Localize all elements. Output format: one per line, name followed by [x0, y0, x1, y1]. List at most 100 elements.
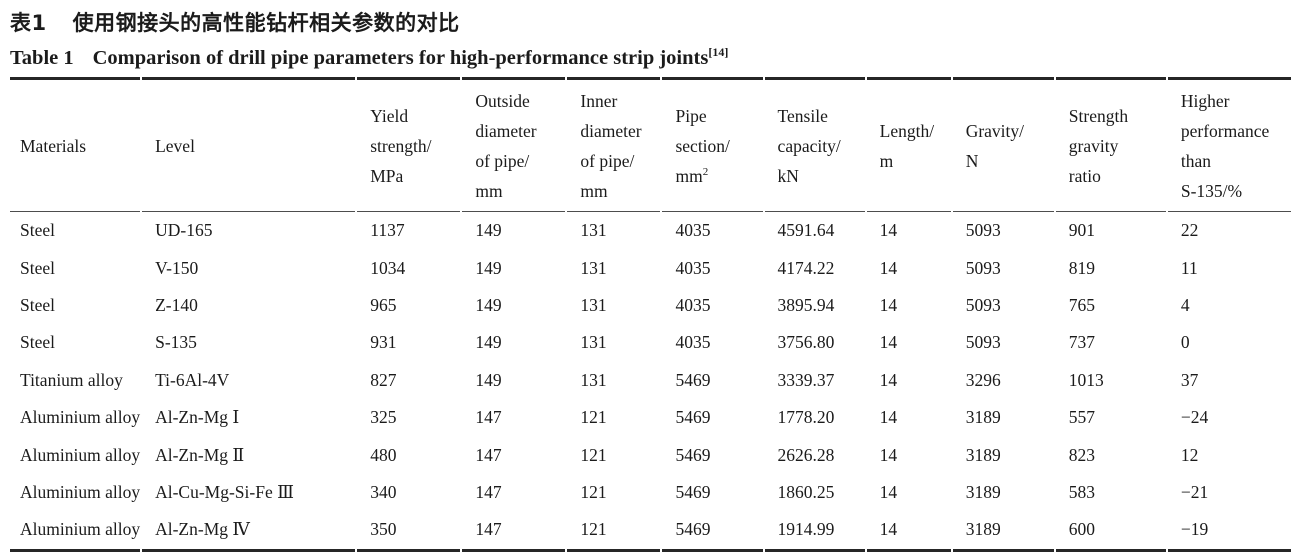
cell-strength-gravity-ratio: 823 [1068, 444, 1096, 465]
cell-materials: Steel [20, 332, 55, 353]
table-header: Materials Level Yield strength/MPa Outside di… [10, 77, 1291, 212]
cell-gravity: 5093 [965, 332, 1001, 353]
cell-yield-strength: 350 [357, 511, 461, 552]
cell-outside-diameter: 147 [475, 481, 502, 502]
cell-length: 14 [879, 294, 898, 315]
cell-length: 14 [879, 257, 898, 278]
table-row: Aluminium alloy Al-Zn-Mg Ⅳ 350 147 121 5469 19… [10, 511, 1291, 552]
citation-superscript: [14] [708, 45, 729, 60]
cell-pipe-section: 4035 [675, 294, 711, 315]
cell-materials: Aluminium alloy [20, 407, 141, 428]
table-title-cn-text: 使用钢接头的高性能钻杆相关参数的对比 [72, 11, 460, 35]
cell-pipe-section: 5469 [675, 369, 711, 390]
cell-inner-diameter: 131 [580, 332, 607, 353]
cell-yield-strength: 340 [370, 481, 397, 502]
cell-tensile-capacity: 3895.94 [777, 294, 835, 315]
table-title-english: Table 1 Comparison of drill pipe paramete… [10, 45, 1293, 70]
cell-strength-gravity-ratio: 737 [1068, 332, 1096, 353]
cell-level: Al-Cu-Mg-Si-Fe Ⅲ [155, 481, 294, 502]
header-line: Yield [370, 105, 409, 126]
cell-outside-diameter: 147 [475, 444, 502, 465]
header-line: Materials [20, 135, 87, 156]
header-line: Inner [580, 90, 618, 111]
cell-tensile-capacity: 1860.25 [777, 481, 835, 502]
cell-pipe-section: 4035 [675, 332, 711, 353]
header-line: diameter [475, 120, 537, 141]
header-line: Gravity/ [965, 120, 1025, 141]
cell-inner-diameter: 121 [580, 407, 607, 428]
cell-materials: Steel [20, 294, 55, 315]
cell-tensile-capacity: 3756.80 [777, 332, 835, 353]
header-line: Pipe [675, 105, 707, 126]
table-title-en-text: Comparison of drill pipe parameters for … [92, 47, 709, 69]
cell-strength-gravity-ratio: 765 [1068, 294, 1096, 315]
cell-tensile-capacity: 4591.64 [777, 220, 835, 241]
cell-higher-performance: −24 [1180, 407, 1209, 428]
header-line: kN [777, 165, 799, 186]
header-line: Tensile [777, 105, 828, 126]
cell-yield-strength: 965 [370, 294, 397, 315]
col-header-inner-diameter: Inner diameter of pipe/mm [567, 77, 661, 212]
col-header-strength-gravity-ratio: Strength gravity ratio [1055, 77, 1166, 212]
table-row: Steel S-135 931 149 131 4035 3756.80 14 5093 737 0 [10, 324, 1291, 361]
cell-inner-diameter: 131 [580, 220, 607, 241]
cell-level: S-135 [155, 332, 197, 353]
cell-gravity: 5093 [965, 220, 1001, 241]
cell-tensile-capacity: 4174.22 [777, 257, 835, 278]
table-title-chinese: 表1 使用钢接头的高性能钻杆相关参数的对比 [10, 7, 1293, 37]
cell-strength-gravity-ratio: 819 [1068, 257, 1096, 278]
table-row: Aluminium alloy Al-Zn-Mg Ⅱ 480 147 121 5469 26… [10, 436, 1291, 473]
header-line: of pipe/ [475, 150, 530, 171]
cell-yield-strength: 1137 [370, 220, 405, 241]
cell-gravity: 3296 [965, 369, 1001, 390]
header-line: Higher [1180, 90, 1230, 111]
col-header-materials: Materials [10, 77, 141, 212]
cell-level: Z-140 [155, 294, 198, 315]
cell-strength-gravity-ratio: 600 [1055, 511, 1166, 552]
cell-inner-diameter: 121 [580, 481, 607, 502]
cell-yield-strength: 931 [370, 332, 397, 353]
col-header-yield-strength: Yield strength/MPa [357, 77, 461, 212]
col-header-outside-diameter: Outside diameter of pipe/mm [462, 77, 566, 212]
table-body: Steel UD-165 1137 149 131 4035 4591.64 14 5093 90… [10, 212, 1291, 552]
header-line: gravity [1068, 135, 1119, 156]
cell-higher-performance: 37 [1180, 369, 1199, 390]
table-row: Steel Z-140 965 149 131 4035 3895.94 14 5093 765 4 [10, 287, 1291, 324]
cell-gravity: 3189 [965, 444, 1001, 465]
cell-higher-performance: −21 [1180, 481, 1209, 502]
cell-length: 14 [879, 444, 898, 465]
cell-gravity: 3189 [952, 511, 1054, 552]
cell-strength-gravity-ratio: 901 [1068, 220, 1096, 241]
header-line: Level [155, 135, 195, 156]
cell-gravity: 5093 [965, 257, 1001, 278]
table-number-en: Table 1 [10, 47, 74, 69]
header-line: mm2 [675, 161, 762, 191]
col-header-tensile-capacity: Tensile capacity/kN [764, 77, 865, 212]
cell-pipe-section: 5469 [662, 511, 763, 552]
cell-level: UD-165 [155, 220, 213, 241]
header-line: diameter [580, 120, 642, 141]
cell-outside-diameter: 149 [475, 220, 502, 241]
header-line: Outside [475, 90, 530, 111]
cell-materials: Titanium alloy [20, 369, 123, 390]
header-line: than [1180, 150, 1211, 171]
header-line: of pipe/ [580, 150, 635, 171]
cell-strength-gravity-ratio: 1013 [1068, 369, 1104, 390]
cell-tensile-capacity: 1778.20 [777, 407, 835, 428]
cell-level: Ti-6Al-4V [155, 369, 230, 390]
cell-higher-performance: 11 [1180, 257, 1198, 278]
cell-level: Al-Zn-Mg Ⅳ [142, 511, 356, 552]
header-line: MPa [370, 165, 404, 186]
cell-materials: Aluminium alloy [20, 444, 141, 465]
cell-pipe-section: 5469 [675, 444, 711, 465]
cell-length: 14 [879, 407, 898, 428]
cell-yield-strength: 1034 [370, 257, 406, 278]
cell-gravity: 5093 [965, 294, 1001, 315]
cell-length: 14 [879, 332, 898, 353]
cell-yield-strength: 827 [370, 369, 397, 390]
cell-gravity: 3189 [965, 407, 1001, 428]
cell-tensile-capacity: 2626.28 [777, 444, 835, 465]
cell-tensile-capacity: 3339.37 [777, 369, 835, 390]
cell-higher-performance: 4 [1180, 294, 1190, 315]
